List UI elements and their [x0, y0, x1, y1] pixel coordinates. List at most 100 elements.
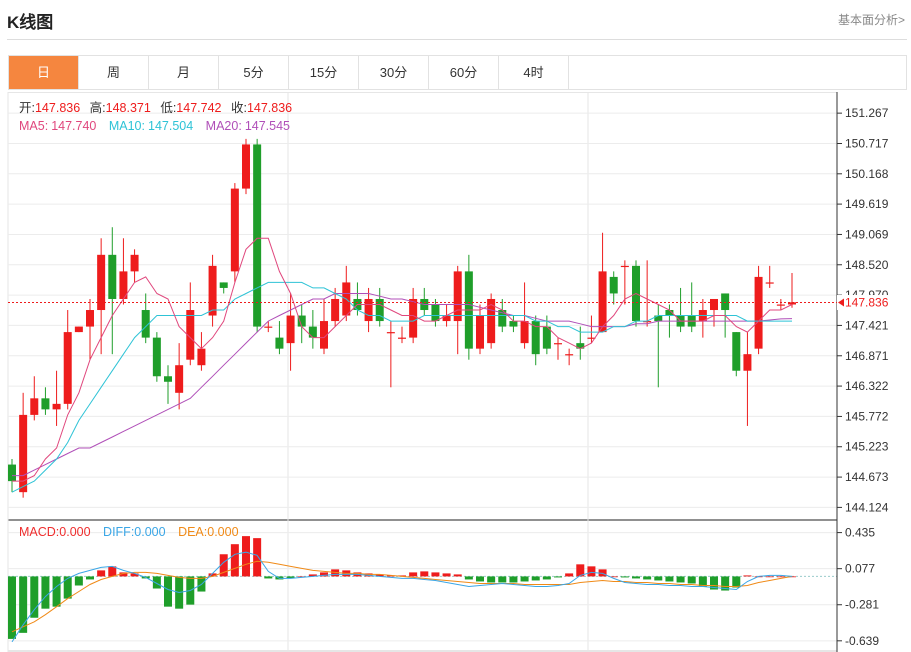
candle-body: [97, 254, 106, 311]
candle-body: [788, 302, 796, 305]
macd-bar: [19, 576, 28, 633]
candle-body: [531, 321, 540, 355]
macd-bar: [442, 573, 451, 577]
candle-body: [52, 403, 61, 410]
macd-tick-label: 0.077: [845, 562, 875, 576]
macd-bar: [676, 576, 685, 583]
candle: [386, 321, 395, 388]
candle: [698, 298, 707, 338]
candle-body: [141, 310, 150, 338]
candle: [788, 272, 796, 308]
macd-bar: [219, 554, 228, 577]
macd-bar: [464, 576, 473, 580]
diff-line: [11, 551, 793, 643]
candle-body: [152, 337, 161, 377]
candle-body: [743, 354, 752, 371]
price-tick-label: 149.069: [845, 227, 889, 241]
macd-bar: [565, 573, 574, 577]
candle: [554, 337, 562, 360]
candle-body: [331, 298, 340, 322]
macd-bar: [286, 576, 295, 579]
candle-body: [275, 337, 284, 349]
price-tick-label: 148.520: [845, 258, 889, 272]
candle-body: [86, 310, 94, 327]
candle: [97, 238, 106, 355]
tab-week[interactable]: 周: [79, 56, 149, 89]
candle-body: [297, 315, 306, 327]
price-tick-label: 149.619: [845, 197, 889, 211]
candle-body: [576, 343, 585, 349]
candle-body: [754, 276, 763, 349]
chart-grid: [7, 92, 838, 652]
macd-bar: [420, 571, 429, 577]
ma-legend: MA5: 147.740 MA10: 147.504 MA20: 147.545: [19, 119, 290, 133]
price-tick-label: 147.421: [845, 318, 889, 332]
macd-bar: [765, 576, 774, 578]
candle: [152, 332, 161, 382]
macd-series: [8, 536, 796, 643]
candle-body: [721, 293, 730, 311]
tab-4h[interactable]: 4时: [499, 56, 569, 89]
macd-bar: [453, 574, 462, 577]
candle-body: [19, 414, 28, 493]
candle: [308, 310, 317, 349]
candle: [431, 298, 440, 327]
candle: [108, 227, 117, 355]
candle: [375, 287, 384, 327]
candle: [732, 332, 741, 377]
candle-body: [8, 464, 16, 482]
candle: [197, 332, 206, 371]
macd-bar: [687, 576, 696, 584]
tab-month[interactable]: 月: [149, 56, 219, 89]
candle: [130, 249, 139, 283]
candle-body: [442, 315, 451, 322]
candle-body: [665, 310, 674, 316]
candle: [164, 365, 172, 404]
candle: [219, 282, 228, 294]
macd-bar: [743, 575, 752, 577]
macd-bar: [30, 576, 39, 618]
page-title: K线图: [7, 13, 54, 32]
macd-bar: [542, 576, 551, 580]
tab-60min[interactable]: 60分: [429, 56, 499, 89]
candle: [353, 282, 362, 316]
candle-body: [710, 298, 718, 311]
candle-body: [598, 271, 607, 333]
macd-bar: [520, 576, 529, 582]
macd-bar: [308, 574, 317, 577]
price-axis: 151.267 150.717 150.168 149.619 149.069 148.5…: [836, 92, 889, 652]
candle-body: [509, 321, 518, 327]
candle-body: [643, 321, 652, 323]
candle: [420, 287, 429, 316]
tab-5min[interactable]: 5分: [219, 56, 289, 89]
macd-bar: [208, 573, 217, 577]
candle-body: [308, 326, 317, 338]
macd-bar: [509, 576, 518, 583]
candle: [208, 254, 217, 327]
kline-chart[interactable]: 151.267 150.717 150.168 149.619 149.069 148.5…: [0, 92, 911, 652]
candle-body: [208, 265, 217, 316]
macd-legend: MACD:0.000 DIFF:0.000 DEA:0.000: [19, 525, 239, 539]
tab-15min[interactable]: 15分: [289, 56, 359, 89]
macd-bar: [253, 538, 262, 577]
candle: [30, 376, 39, 421]
candle-body: [398, 337, 406, 339]
tab-day[interactable]: 日: [9, 56, 79, 89]
macd-bar: [52, 576, 61, 607]
candle-body: [498, 310, 507, 327]
tab-30min[interactable]: 30分: [359, 56, 429, 89]
macd-bar: [732, 576, 741, 588]
candle-body: [565, 354, 574, 356]
macd-bar: [654, 576, 663, 581]
candle-body: [476, 315, 484, 349]
candle: [542, 315, 551, 355]
candle: [565, 348, 574, 366]
ohlc-legend: 开:147.836 高:148.371 低:147.742 收:147.836: [19, 100, 292, 115]
macd-bar: [576, 564, 585, 577]
candle-body: [197, 348, 206, 366]
macd-bar: [230, 544, 239, 577]
macd-bar: [409, 572, 418, 577]
candle: [74, 326, 83, 333]
fundamental-analysis-link[interactable]: 基本面分析>: [837, 13, 905, 27]
candle-body: [520, 321, 529, 344]
